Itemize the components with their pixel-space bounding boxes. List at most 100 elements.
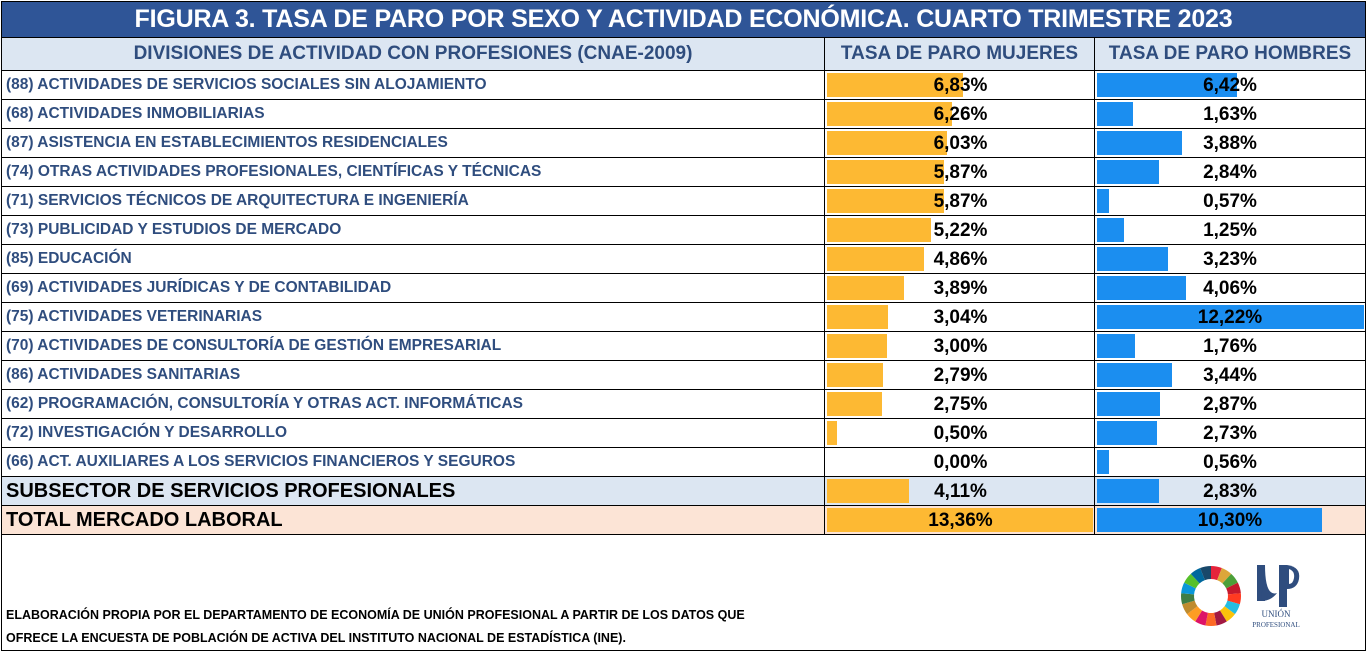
- women-cell: 4,86%: [824, 245, 1094, 273]
- activity-label: (62) PROGRAMACIÓN, CONSULTORÍA Y OTRAS A…: [6, 395, 523, 412]
- men-cell: 3,23%: [1094, 245, 1365, 273]
- men-bar: [1097, 160, 1160, 184]
- women-bar: [827, 189, 944, 213]
- table-row: (62) PROGRAMACIÓN, CONSULTORÍA Y OTRAS A…: [2, 390, 1365, 419]
- women-value-label: 0,00%: [933, 452, 988, 473]
- source-note-line-1: ELABORACIÓN PROPIA POR EL DEPARTAMENTO D…: [6, 608, 745, 622]
- men-value-label: 1,76%: [1203, 336, 1257, 357]
- women-value-label: 6,83%: [933, 75, 988, 96]
- women-cell: 0,00%: [824, 448, 1094, 476]
- men-bar: [1097, 102, 1133, 126]
- women-value-label: 3,04%: [933, 307, 988, 328]
- women-cell: 2,75%: [824, 390, 1094, 418]
- header-men: TASA DE PARO HOMBRES: [1094, 38, 1365, 70]
- men-value-label: 2,84%: [1203, 162, 1257, 183]
- header-activity: DIVISIONES DE ACTIVIDAD CON PROFESIONES …: [133, 43, 693, 64]
- activity-label: (68) ACTIVIDADES INMOBILIARIAS: [6, 105, 265, 122]
- women-cell: 6,03%: [824, 129, 1094, 157]
- men-bar: [1097, 73, 1238, 97]
- women-cell: 0,50%: [824, 419, 1094, 447]
- men-bar: [1097, 450, 1110, 474]
- header-women: TASA DE PARO MUJERES: [824, 38, 1094, 70]
- table-row: (74) OTRAS ACTIVIDADES PROFESIONALES, CI…: [2, 158, 1365, 187]
- men-value-label: 4,06%: [1203, 278, 1257, 299]
- table-row: (66) ACT. AUXILIARES A LOS SERVICIOS FIN…: [2, 448, 1365, 477]
- women-value-label: 2,79%: [933, 365, 988, 386]
- sdg-wheel-segment: [1211, 566, 1222, 581]
- activity-label: (88) ACTIVIDADES DE SERVICIOS SOCIALES S…: [6, 76, 487, 93]
- table-row: (71) SERVICIOS TÉCNICOS DE ARQUITECTURA …: [2, 187, 1365, 216]
- men-value-label: 3,88%: [1203, 133, 1257, 154]
- sdg-wheel-segment: [1182, 600, 1198, 615]
- men-cell: 1,76%: [1094, 332, 1365, 360]
- sdg-wheel-segment: [1217, 568, 1232, 584]
- men-value-label: 3,23%: [1203, 249, 1257, 270]
- men-value-label: 0,57%: [1203, 191, 1257, 212]
- activity-label: (85) EDUCACIÓN: [6, 250, 132, 267]
- women-cell: 5,87%: [824, 187, 1094, 215]
- sdg-wheel-segment: [1187, 606, 1203, 622]
- women-bar: [827, 218, 931, 242]
- women-value-label: 4,86%: [933, 249, 988, 270]
- sdg-wheel-segment: [1219, 606, 1235, 622]
- source-note: ELABORACIÓN PROPIA POR EL DEPARTAMENTO D…: [6, 604, 745, 650]
- sdg-wheel-segment: [1195, 610, 1208, 626]
- activity-label: (70) ACTIVIDADES DE CONSULTORÍA DE GESTI…: [6, 337, 502, 354]
- activity-label: (73) PUBLICIDAD Y ESTUDIOS DE MERCADO: [6, 221, 342, 238]
- men-cell: 2,73%: [1094, 419, 1365, 447]
- activity-label: (66) ACT. AUXILIARES A LOS SERVICIOS FIN…: [6, 453, 516, 470]
- men-value-label: 1,25%: [1203, 220, 1257, 241]
- activity-label: (72) INVESTIGACIÓN Y DESARROLLO: [6, 424, 288, 441]
- table-row: (72) INVESTIGACIÓN Y DESARROLLO 0,50% 2,73…: [2, 419, 1365, 448]
- women-bar: [827, 73, 963, 97]
- women-bar: [827, 160, 944, 184]
- women-value-label: 5,87%: [933, 191, 988, 212]
- men-cell: 2,84%: [1094, 158, 1365, 186]
- svg-text:UNIÓN: UNIÓN: [1262, 609, 1291, 619]
- men-cell: 4,06%: [1094, 274, 1365, 302]
- men-cell: 3,88%: [1094, 129, 1365, 157]
- women-cell: 5,22%: [824, 216, 1094, 244]
- men-cell: 2,87%: [1094, 390, 1365, 418]
- source-note-line-2: OFRECE LA ENCUESTA DE POBLACIÓN DE ACTIV…: [6, 631, 626, 645]
- chart-title: FIGURA 3. TASA DE PARO POR SEXO Y ACTIVI…: [2, 2, 1365, 37]
- activity-label: (74) OTRAS ACTIVIDADES PROFESIONALES, CI…: [6, 163, 542, 180]
- women-cell: 6,26%: [824, 100, 1094, 128]
- men-bar: [1097, 189, 1110, 213]
- men-bar: [1097, 247, 1168, 271]
- men-bar: [1097, 508, 1323, 532]
- sdg-wheel-segment: [1184, 573, 1200, 589]
- men-cell: 6,42%: [1094, 71, 1365, 99]
- activity-label: (71) SERVICIOS TÉCNICOS DE ARQUITECTURA …: [6, 192, 469, 209]
- women-bar: [827, 276, 905, 300]
- women-bar: [827, 508, 1093, 532]
- men-value-label: 1,63%: [1203, 104, 1257, 125]
- sdg-wheel-segment: [1224, 600, 1240, 615]
- activity-label: (75) ACTIVIDADES VETERINARIAS: [6, 308, 263, 325]
- sdg-wheel-segment: [1181, 593, 1195, 605]
- men-value-label: 2,83%: [1203, 481, 1257, 502]
- sdg-wheel-segment: [1190, 568, 1205, 584]
- women-cell: 4,11%: [824, 477, 1094, 505]
- table-row: (86) ACTIVIDADES SANITARIAS 2,79% 3,44%: [2, 361, 1365, 390]
- men-bar: [1097, 479, 1159, 503]
- men-value-label: 3,44%: [1203, 365, 1257, 386]
- men-value-label: 10,30%: [1197, 510, 1263, 531]
- table-row: (69) ACTIVIDADES JURÍDICAS Y DE CONTABIL…: [2, 274, 1365, 303]
- women-value-label: 0,50%: [933, 423, 988, 444]
- table-row: (75) ACTIVIDADES VETERINARIAS 3,04% 12,22%: [2, 303, 1365, 332]
- women-value-label: 3,89%: [933, 278, 988, 299]
- table-row: (73) PUBLICIDAD Y ESTUDIOS DE MERCADO 5,2…: [2, 216, 1365, 245]
- women-cell: 2,79%: [824, 361, 1094, 389]
- women-bar: [827, 334, 887, 358]
- men-value-label: 2,73%: [1203, 423, 1257, 444]
- women-value-label: 2,75%: [933, 394, 988, 415]
- women-bar: [827, 247, 924, 271]
- activity-label: (87) ASISTENCIA EN ESTABLECIMIENTOS RESI…: [6, 134, 448, 151]
- women-bar: [827, 421, 837, 445]
- men-bar: [1097, 131, 1182, 155]
- women-value-label: 6,03%: [933, 133, 988, 154]
- sdg-wheel-segment: [1214, 610, 1227, 626]
- women-cell: 3,04%: [824, 303, 1094, 331]
